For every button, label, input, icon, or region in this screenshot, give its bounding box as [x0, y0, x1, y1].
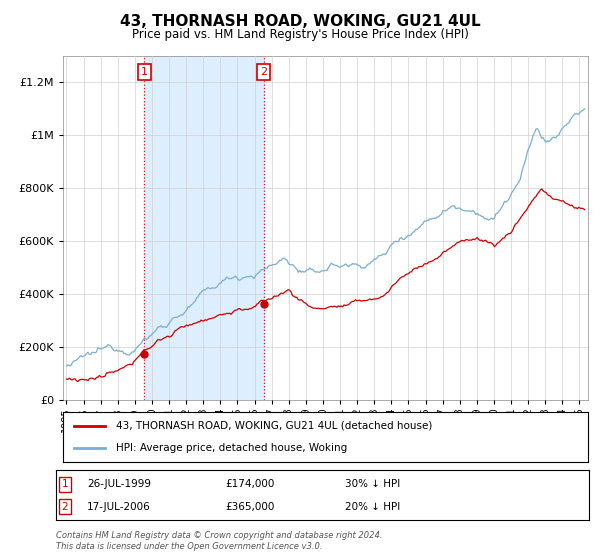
- Text: 2: 2: [61, 502, 68, 512]
- Text: 17-JUL-2006: 17-JUL-2006: [87, 502, 151, 512]
- Text: 2: 2: [260, 67, 268, 77]
- Text: 26-JUL-1999: 26-JUL-1999: [87, 479, 151, 489]
- Text: £174,000: £174,000: [225, 479, 274, 489]
- Text: £365,000: £365,000: [225, 502, 274, 512]
- Text: 20% ↓ HPI: 20% ↓ HPI: [345, 502, 400, 512]
- Bar: [144, 56, 264, 400]
- Text: Price paid vs. HM Land Registry's House Price Index (HPI): Price paid vs. HM Land Registry's House …: [131, 28, 469, 41]
- Text: 43, THORNASH ROAD, WOKING, GU21 4UL: 43, THORNASH ROAD, WOKING, GU21 4UL: [119, 14, 481, 29]
- Text: 43, THORNASH ROAD, WOKING, GU21 4UL (detached house): 43, THORNASH ROAD, WOKING, GU21 4UL (det…: [115, 421, 432, 431]
- Text: 1: 1: [61, 479, 68, 489]
- Text: 30% ↓ HPI: 30% ↓ HPI: [345, 479, 400, 489]
- Text: 1: 1: [141, 67, 148, 77]
- Text: HPI: Average price, detached house, Woking: HPI: Average price, detached house, Woki…: [115, 443, 347, 453]
- Text: This data is licensed under the Open Government Licence v3.0.: This data is licensed under the Open Gov…: [56, 542, 322, 550]
- Text: Contains HM Land Registry data © Crown copyright and database right 2024.: Contains HM Land Registry data © Crown c…: [56, 531, 382, 540]
